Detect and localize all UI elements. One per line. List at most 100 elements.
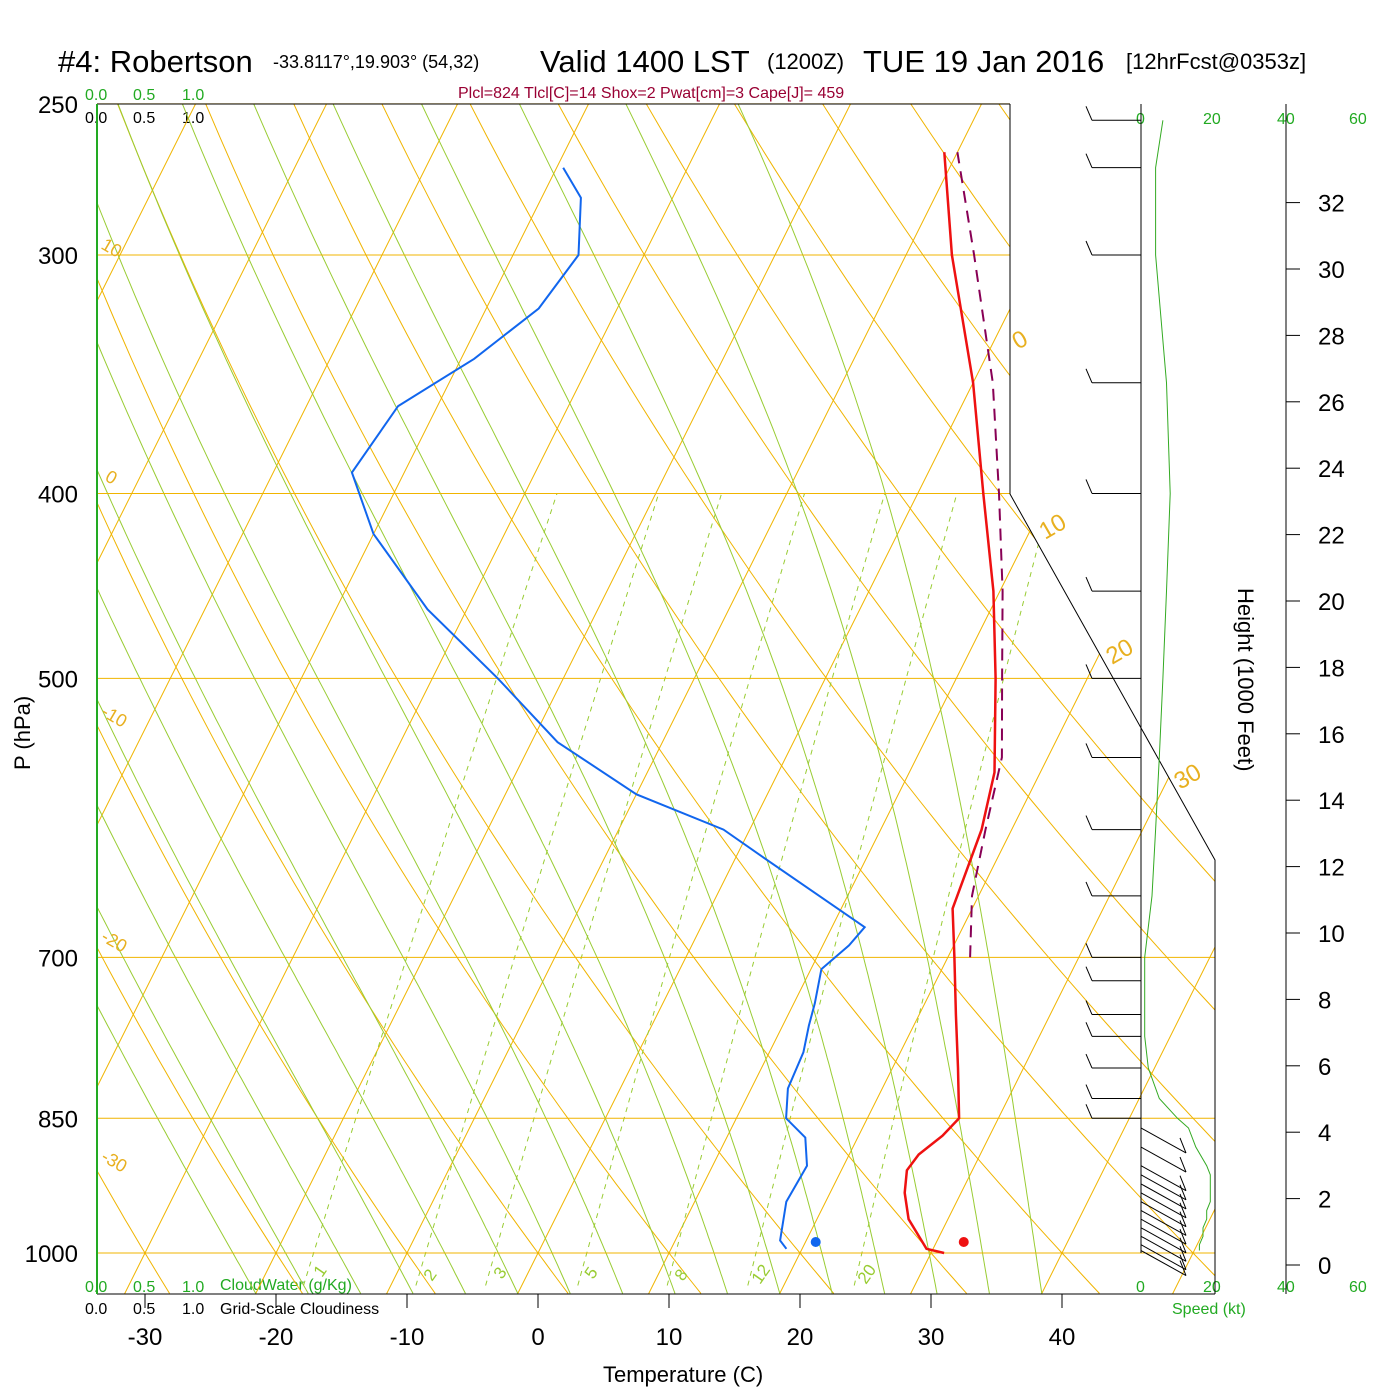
wind-barb-flag <box>1085 240 1093 256</box>
dry-adiabat-line <box>97 104 702 1294</box>
wind-barb-flag <box>1085 815 1093 830</box>
mixing-ratio-line <box>303 493 558 1286</box>
wind-barb <box>1140 1244 1187 1271</box>
height-tick-label: 32 <box>1318 191 1345 218</box>
height-tick-label: 24 <box>1318 456 1345 483</box>
wind-barb <box>1140 1210 1187 1236</box>
isotherm-label: 20 <box>1102 633 1139 670</box>
isotherm-line <box>97 104 458 1294</box>
dewpoint-profile-line <box>350 167 867 1250</box>
wind-barb-flag <box>1179 1175 1187 1191</box>
height-tick-label: 20 <box>1318 589 1345 616</box>
height-tick-label: 0 <box>1318 1253 1331 1280</box>
temp-tick-label: 30 <box>918 1324 945 1351</box>
isotherm-label: -20 <box>98 926 131 956</box>
wind-barb-flag <box>1179 1137 1187 1154</box>
height-tick-label: 2 <box>1318 1187 1331 1214</box>
dry-adiabat-line <box>1149 104 1215 1294</box>
pressure-tick-label: 700 <box>38 945 78 972</box>
isotherm-line <box>779 104 1215 1294</box>
height-tick-label: 4 <box>1318 1120 1331 1147</box>
speed-tick-bottom-0: 0 <box>1136 1279 1145 1296</box>
wind-barb-flag <box>1179 1156 1187 1173</box>
dry-adiabat-line <box>1062 104 1215 1294</box>
isotherm-label: 10 <box>98 234 125 261</box>
dry-adiabat-line <box>104 104 835 1294</box>
speed-tick-bottom-1: 20 <box>1203 1279 1221 1296</box>
dry-adiabat-line <box>278 104 1100 1294</box>
title-coords: -33.8117°,19.903° (54,32) <box>273 52 479 72</box>
pressure-tick-label: 500 <box>38 666 78 693</box>
mixing-ratio-line <box>577 493 805 1286</box>
mixing-ratio-line <box>485 493 723 1286</box>
mixing-ratio-label: 3 <box>490 1264 511 1283</box>
cloudwater-label: CloudWater (g/Kg) <box>220 1277 352 1294</box>
wind-barb-flag <box>1179 1211 1187 1227</box>
pressure-tick-label: 250 <box>38 92 78 119</box>
wind-barb-flag <box>1085 106 1093 121</box>
speed-tick-bottom-3: 60 <box>1349 1279 1367 1296</box>
wind-barb <box>1140 1183 1187 1210</box>
isotherm-layer <box>97 104 1215 1294</box>
wind-barb <box>1140 1227 1187 1254</box>
wind-barb-flag <box>1085 943 1093 958</box>
isotherm-label: 0 <box>102 466 121 488</box>
moist-adiabat-line <box>317 104 833 1294</box>
dry-adiabat-line <box>539 104 1215 1294</box>
moist-adiabat-line <box>97 104 362 1294</box>
cloudiness-tick-top-1: 0.5 <box>133 110 155 127</box>
cloudwater-tick-bottom-2: 1.0 <box>182 1279 204 1296</box>
wind-barb <box>1140 1146 1187 1173</box>
dry-adiabat-line <box>713 104 1215 1294</box>
speed-tick-top-3: 60 <box>1349 111 1367 128</box>
dry-adiabat-line <box>800 104 1215 1294</box>
isotherm-line <box>97 104 327 1294</box>
height-tick-label: 22 <box>1318 523 1345 550</box>
wind-barb <box>1140 1218 1187 1245</box>
temp-tick-label: -20 <box>259 1324 294 1351</box>
wind-barb <box>1140 1250 1187 1276</box>
mixing-ratio-line <box>415 493 660 1286</box>
speed-label: Speed (kt) <box>1172 1301 1246 1318</box>
wind-barb <box>1140 1235 1187 1262</box>
x-axis-label: Temperature (C) <box>603 1362 763 1387</box>
dry-adiabat-line <box>452 104 1215 1294</box>
wind-barb-flag <box>1085 153 1093 168</box>
height-tick-label: 8 <box>1318 987 1331 1014</box>
height-tick-label: 16 <box>1318 722 1345 749</box>
moist-adiabat-line <box>97 104 414 1294</box>
wind-barb <box>1140 1127 1187 1154</box>
wind-barb-flag <box>1085 664 1093 679</box>
cloudiness-tick-bottom-0: 0.0 <box>85 1301 107 1318</box>
wind-barb-flag <box>1179 1202 1187 1219</box>
surface-temperature-point <box>958 1237 969 1247</box>
isotherm-label: -10 <box>98 701 131 731</box>
dry-adiabat-line <box>97 104 569 1294</box>
y2-axis-label: Height (1000 Feet) <box>1233 588 1258 771</box>
temp-tick-label: 10 <box>656 1324 683 1351</box>
parcel-profile-line <box>956 152 1004 958</box>
temp-tick-label: 20 <box>787 1324 814 1351</box>
wind-barb-flag <box>1085 1104 1093 1119</box>
mixing-ratio-label: 5 <box>581 1264 602 1283</box>
temp-tick-label: 40 <box>1049 1324 1076 1351</box>
wind-barb-flag <box>1085 576 1093 592</box>
moist-adiabat-line <box>405 104 886 1294</box>
wind-speed-profile-line <box>1144 120 1211 1251</box>
isotherm-line <box>386 104 982 1294</box>
cloudiness-tick-bottom-2: 1.0 <box>182 1301 204 1318</box>
temp-tick-label: -10 <box>390 1324 425 1351</box>
params-text: Plcl=824 Tlcl[C]=14 Shox=2 Pwat[cm]=3 Ca… <box>458 85 844 102</box>
wind-barb <box>1140 1201 1187 1228</box>
mixing-ratio-label: 20 <box>854 1261 880 1287</box>
temp-tick-label: -30 <box>128 1324 163 1351</box>
frame-right <box>1009 104 1216 1294</box>
dry-adiabat-line <box>191 104 967 1294</box>
title-forecast: [12hrFcst@0353z] <box>1126 49 1306 74</box>
isotherm-label: 30 <box>1170 758 1207 795</box>
cloudiness-tick-top-2: 1.0 <box>182 110 204 127</box>
mixing-ratio-label: 12 <box>748 1261 774 1287</box>
moist-adiabat-line <box>97 104 624 1294</box>
height-tick-label: 14 <box>1318 788 1345 815</box>
